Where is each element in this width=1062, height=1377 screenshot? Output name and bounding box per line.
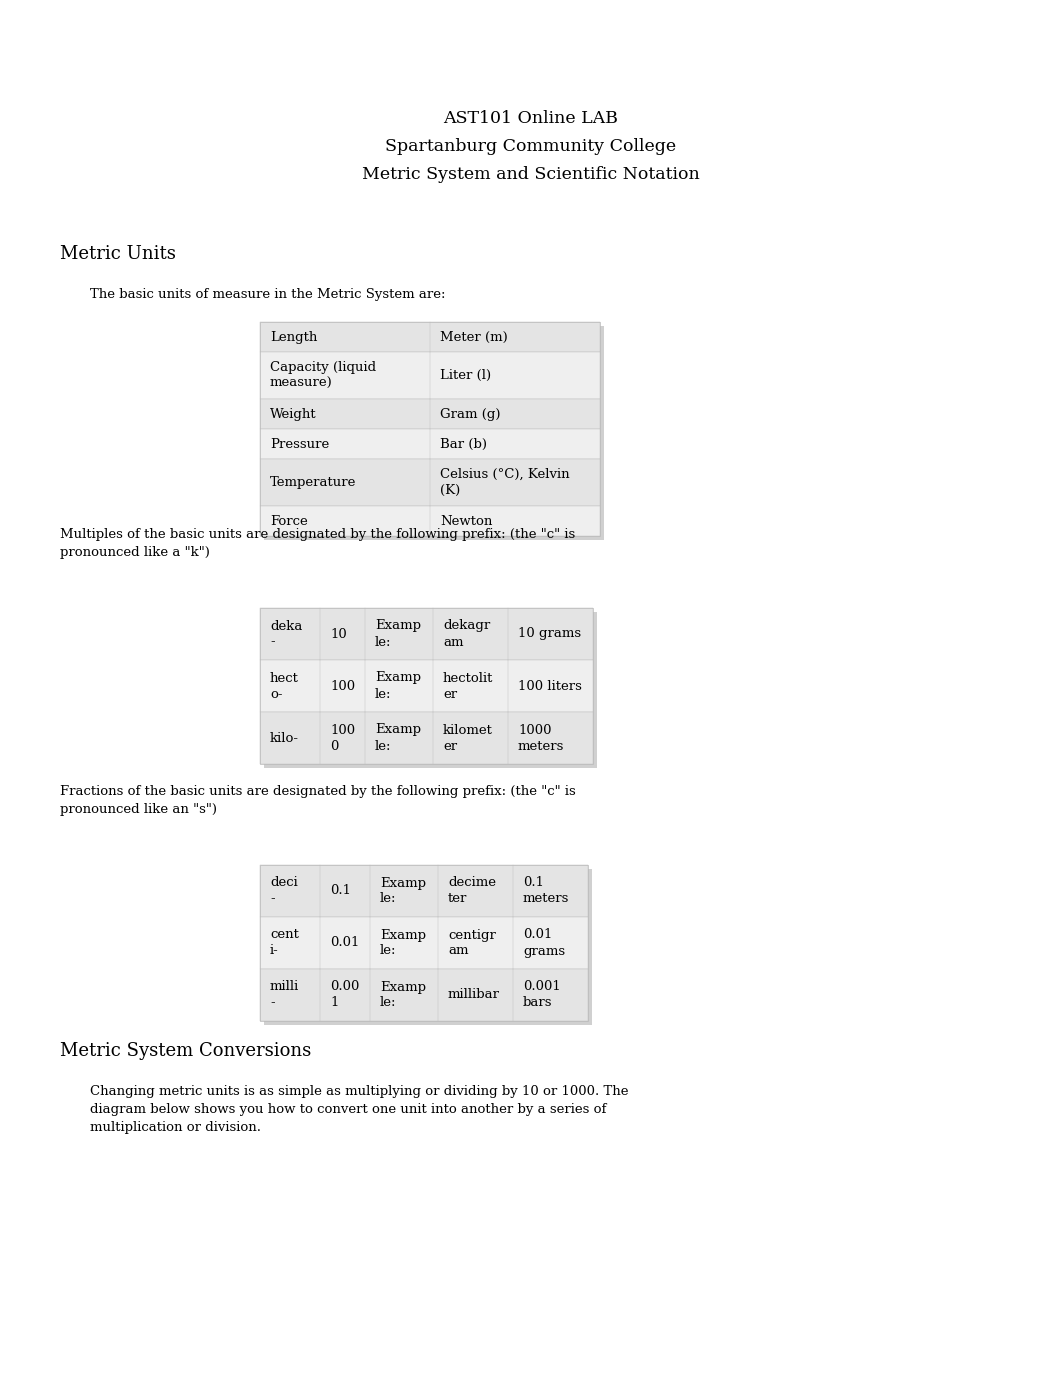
- Text: Changing metric units is as simple as multiplying or dividing by 10 or 1000. The: Changing metric units is as simple as mu…: [90, 1085, 629, 1135]
- Text: 10: 10: [330, 628, 347, 640]
- Text: AST101 Online LAB: AST101 Online LAB: [444, 110, 618, 127]
- Text: 0.01
grams: 0.01 grams: [523, 928, 565, 957]
- Text: hectolit
er: hectolit er: [443, 672, 494, 701]
- Bar: [260, 399, 600, 430]
- Text: Bar (b): Bar (b): [440, 438, 487, 450]
- Text: deka
-: deka -: [270, 620, 303, 649]
- Text: 0.1
meters: 0.1 meters: [523, 877, 569, 906]
- Text: cent
i-: cent i-: [270, 928, 298, 957]
- Text: The basic units of measure in the Metric System are:: The basic units of measure in the Metric…: [90, 288, 445, 302]
- Text: Length: Length: [270, 330, 318, 343]
- Text: 0.01: 0.01: [330, 936, 359, 950]
- Text: 0.00
1: 0.00 1: [330, 980, 359, 1009]
- Bar: [260, 712, 593, 764]
- Bar: [264, 611, 597, 768]
- Text: 100
0: 100 0: [330, 723, 355, 752]
- Text: hect
o-: hect o-: [270, 672, 298, 701]
- Text: Weight: Weight: [270, 408, 316, 420]
- Text: 1000
meters: 1000 meters: [518, 723, 564, 752]
- Text: 100: 100: [330, 679, 355, 693]
- Text: Examp
le:: Examp le:: [380, 877, 426, 906]
- Bar: [260, 430, 600, 459]
- Text: Fractions of the basic units are designated by the following prefix: (the "c" is: Fractions of the basic units are designa…: [59, 785, 576, 817]
- Bar: [260, 865, 588, 917]
- Bar: [260, 865, 588, 1020]
- Text: Examp
le:: Examp le:: [380, 928, 426, 957]
- Bar: [260, 353, 600, 399]
- Text: Pressure: Pressure: [270, 438, 329, 450]
- Text: kilo-: kilo-: [270, 731, 299, 745]
- Text: Examp
le:: Examp le:: [375, 723, 421, 752]
- Text: Metric System and Scientific Notation: Metric System and Scientific Notation: [362, 167, 700, 183]
- Text: Metric System Conversions: Metric System Conversions: [59, 1042, 311, 1060]
- Bar: [260, 917, 588, 969]
- Text: Examp
le:: Examp le:: [375, 672, 421, 701]
- Text: Gram (g): Gram (g): [440, 408, 500, 420]
- Bar: [260, 505, 600, 536]
- Text: Spartanburg Community College: Spartanburg Community College: [386, 138, 676, 156]
- Text: milli
-: milli -: [270, 980, 299, 1009]
- Text: Metric Units: Metric Units: [59, 245, 176, 263]
- Bar: [260, 322, 600, 536]
- Text: 100 liters: 100 liters: [518, 679, 582, 693]
- Text: Meter (m): Meter (m): [440, 330, 508, 343]
- Text: Examp
le:: Examp le:: [375, 620, 421, 649]
- Text: Capacity (liquid
measure): Capacity (liquid measure): [270, 361, 376, 390]
- Text: millibar: millibar: [448, 989, 500, 1001]
- Text: Celsius (°C), Kelvin
(K): Celsius (°C), Kelvin (K): [440, 468, 569, 497]
- Text: Examp
le:: Examp le:: [380, 980, 426, 1009]
- Bar: [260, 660, 593, 712]
- Text: Newton: Newton: [440, 515, 493, 527]
- Text: centigr
am: centigr am: [448, 928, 496, 957]
- Text: kilomet
er: kilomet er: [443, 723, 493, 752]
- Text: Liter (l): Liter (l): [440, 369, 491, 381]
- Text: dekagr
am: dekagr am: [443, 620, 491, 649]
- Bar: [260, 609, 593, 764]
- Bar: [260, 322, 600, 353]
- Text: Force: Force: [270, 515, 308, 527]
- Bar: [260, 969, 588, 1020]
- Bar: [264, 326, 604, 540]
- Text: Temperature: Temperature: [270, 476, 357, 489]
- Bar: [260, 459, 600, 505]
- Bar: [260, 609, 593, 660]
- Text: Multiples of the basic units are designated by the following prefix: (the "c" is: Multiples of the basic units are designa…: [59, 527, 576, 559]
- Text: 0.1: 0.1: [330, 884, 352, 898]
- Text: deci
-: deci -: [270, 877, 297, 906]
- Bar: [264, 869, 592, 1024]
- Text: decime
ter: decime ter: [448, 877, 496, 906]
- Text: 10 grams: 10 grams: [518, 628, 581, 640]
- Text: 0.001
bars: 0.001 bars: [523, 980, 561, 1009]
